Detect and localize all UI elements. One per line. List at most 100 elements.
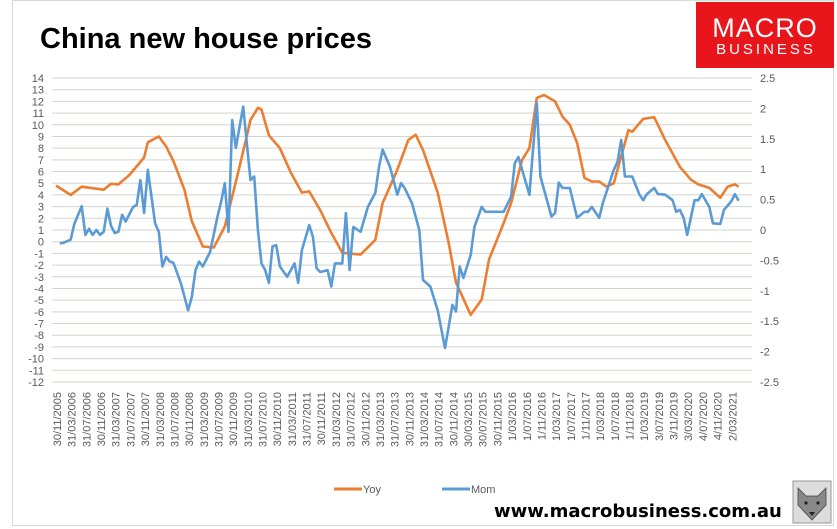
y-left-tick-label: 14	[32, 73, 44, 85]
x-tick-label: 31/03/2009	[199, 392, 211, 447]
y-left-tick-label: -9	[34, 342, 44, 354]
y-left-tick-label: -11	[29, 365, 44, 377]
x-axis: 30/11/2005 31/03/2006 31/07/2006 30/11/2006…	[52, 392, 739, 447]
x-tick-label: 4/07/2020	[698, 392, 710, 441]
x-tick-label: 30/11/2014	[448, 392, 460, 446]
y-left-tick-label: -12	[28, 377, 44, 389]
x-tick-label: 31/07/2012	[346, 392, 358, 447]
legend-label-mom: Mom	[471, 484, 495, 496]
x-tick-label: 1/03/2019	[639, 392, 651, 441]
y-right-tick-label: -2.5	[760, 377, 779, 389]
x-tick-label: 30/07/2015	[478, 392, 490, 447]
x-tick-label: 30/11/2006	[96, 392, 108, 446]
wolf-icon	[792, 480, 832, 524]
y-left-tick-label: 5	[38, 178, 44, 190]
y-left-tick-label: 1	[38, 225, 44, 237]
y-right-tick-label: 2	[760, 103, 766, 115]
x-tick-label: 1/11/2018	[625, 392, 637, 440]
y-left-tick-label: 7	[38, 155, 44, 167]
x-tick-label: 31/03/2013	[375, 392, 387, 447]
y-left-tick-label: -8	[34, 330, 44, 342]
logo: MACRO BUSINESS	[696, 2, 834, 68]
x-tick-label: 30/11/2011	[316, 392, 328, 445]
legend: Yoy Mom	[334, 484, 495, 496]
x-tick-label: 31/03/2007	[111, 392, 123, 447]
x-tick-label: 1/07/2016	[522, 392, 534, 441]
y-left-tick-label: 4	[38, 190, 44, 202]
logo-line2: BUSINESS	[716, 41, 816, 58]
y-left-tick-label: -7	[34, 319, 44, 331]
x-tick-label: 1/07/2017	[566, 392, 578, 441]
y-left-tick-label: 13	[32, 85, 44, 97]
y-left-tick-label: 12	[32, 96, 44, 108]
gridlines	[52, 77, 752, 383]
y-left-tick-label: 3	[38, 202, 44, 214]
x-tick-label: 1/11/2016	[536, 392, 548, 440]
y-left-tick-label: -5	[34, 295, 44, 307]
y-right-tick-label: 1	[760, 164, 766, 176]
y-left-tick-label: -2	[34, 260, 44, 272]
x-tick-label: 1/03/2018	[595, 392, 607, 441]
x-tick-label: 31/07/2008	[169, 392, 181, 447]
x-tick-label: 31/07/2009	[213, 392, 225, 447]
x-tick-label: 1/03/2016	[507, 392, 519, 441]
x-tick-label: 31/07/2011	[302, 392, 314, 446]
chart-title: China new house prices	[40, 23, 372, 55]
y-left-tick-label: 0	[38, 237, 44, 249]
x-tick-label: 3/07/2019	[654, 392, 666, 441]
y-right-tick-label: -1.5	[760, 316, 779, 328]
y-left-tick-label: 10	[32, 120, 44, 132]
x-tick-label: 2/03/2021	[727, 392, 739, 441]
x-tick-label: 31/03/2008	[155, 392, 167, 447]
x-tick-label: 4/11/2020	[713, 392, 725, 440]
x-tick-label: 30/11/2008	[184, 392, 196, 446]
x-tick-label: 31/03/2014	[419, 392, 431, 447]
y-right-tick-label: -2	[760, 347, 770, 359]
series-line-yoy	[55, 93, 740, 317]
y-left-tick-label: 8	[38, 143, 44, 155]
y-left-tick-label: -4	[34, 283, 44, 295]
legend-label-yoy: Yoy	[363, 484, 381, 496]
x-tick-label: 1/07/2018	[610, 392, 622, 441]
series-lines	[55, 93, 740, 350]
x-tick-label: 30/11/2005	[52, 392, 64, 446]
x-tick-label: 3/03/2020	[683, 392, 695, 441]
x-tick-label: 30/03/2015	[463, 392, 475, 447]
x-tick-label: 30/11/2010	[272, 392, 284, 446]
x-tick-label: 31/03/2012	[331, 392, 343, 447]
y-left-tick-label: 6	[38, 167, 44, 179]
x-tick-label: 31/07/2010	[258, 392, 270, 447]
y-left-tick-label: 9	[38, 131, 44, 143]
y-right-tick-label: 1.5	[760, 134, 775, 146]
x-tick-label: 30/11/2012	[360, 392, 372, 446]
y-left-tick-label: -1	[34, 248, 44, 260]
y-left-tick-label: -3	[34, 272, 44, 284]
website-url: www.macrobusiness.com.au	[494, 501, 782, 522]
x-tick-label: 30/11/2007	[140, 392, 152, 446]
y-left-tick-label: 11	[33, 108, 44, 120]
y-left-tick-label: -10	[28, 354, 44, 366]
series-line-mom	[59, 101, 740, 350]
y-left-tick-label: -6	[34, 307, 44, 319]
x-tick-label: 3/11/2019	[669, 392, 681, 440]
y-right-tick-label: -1	[760, 286, 770, 298]
x-tick-label: 30/11/2015	[492, 392, 504, 446]
x-tick-label: 31/07/2007	[125, 392, 137, 447]
y-right-tick-label: 2.5	[760, 73, 775, 85]
y-axis-left: 14131211109876543210-1-2-3-4-5-6-7-8-9-1…	[28, 73, 44, 389]
x-tick-label: 31/07/2014	[434, 392, 446, 447]
y-axis-right: 2.5 2 1.5 1 0.5 0 -0.5 -1 -1.5 -2 -2.5	[760, 73, 779, 389]
x-tick-label: 31/03/2011	[287, 392, 299, 446]
x-tick-label: 30/11/2013	[404, 392, 416, 446]
y-right-tick-label: 0	[760, 225, 766, 237]
x-tick-label: 31/03/2010	[243, 392, 255, 447]
logo-line1: MACRO	[712, 13, 818, 43]
x-tick-label: 30/11/2009	[228, 392, 240, 446]
y-right-tick-label: 0.5	[760, 195, 775, 207]
x-tick-label: 1/03/2017	[551, 392, 563, 441]
x-tick-label: 31/07/2013	[390, 392, 402, 447]
y-right-tick-label: -0.5	[760, 255, 779, 267]
y-left-tick-label: 2	[38, 213, 44, 225]
x-tick-label: 31/03/2006	[67, 392, 79, 447]
